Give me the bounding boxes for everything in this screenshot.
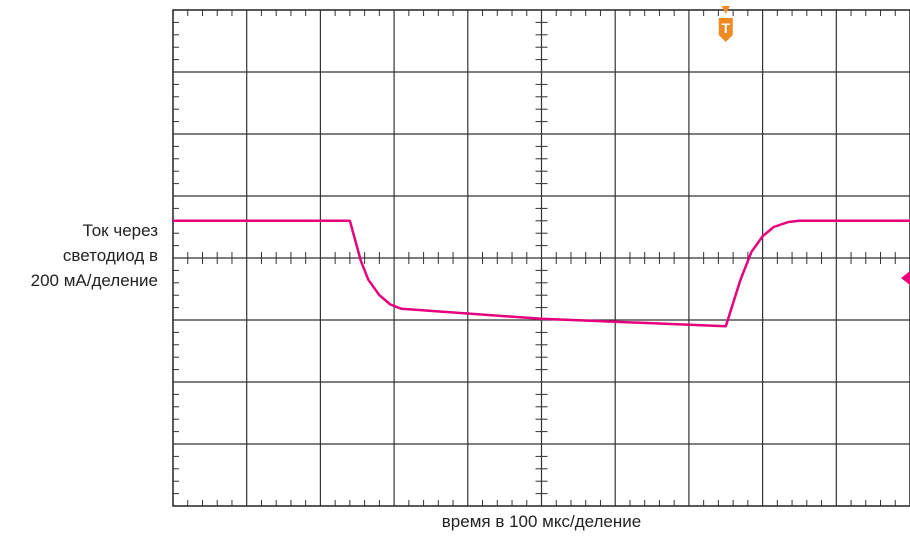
y-label-line-1: Ток через: [82, 221, 158, 240]
y-label-line-3: 200 мА/деление: [30, 271, 158, 290]
y-axis-label: Ток через светодиод в 200 мА/деление: [0, 218, 158, 293]
ground-level-marker-icon: [901, 271, 910, 285]
trigger-marker-icon: [718, 18, 733, 42]
trigger-label: T: [721, 20, 730, 36]
x-axis-label: время в 100 мкс/деление: [441, 512, 642, 531]
series-trace: [173, 219, 910, 328]
trigger-arrow-icon: [721, 6, 730, 14]
y-label-line-2: светодиод в: [62, 246, 158, 265]
markers: T: [718, 6, 910, 285]
trace-group: [173, 219, 910, 328]
minor-ticks: [173, 10, 896, 506]
